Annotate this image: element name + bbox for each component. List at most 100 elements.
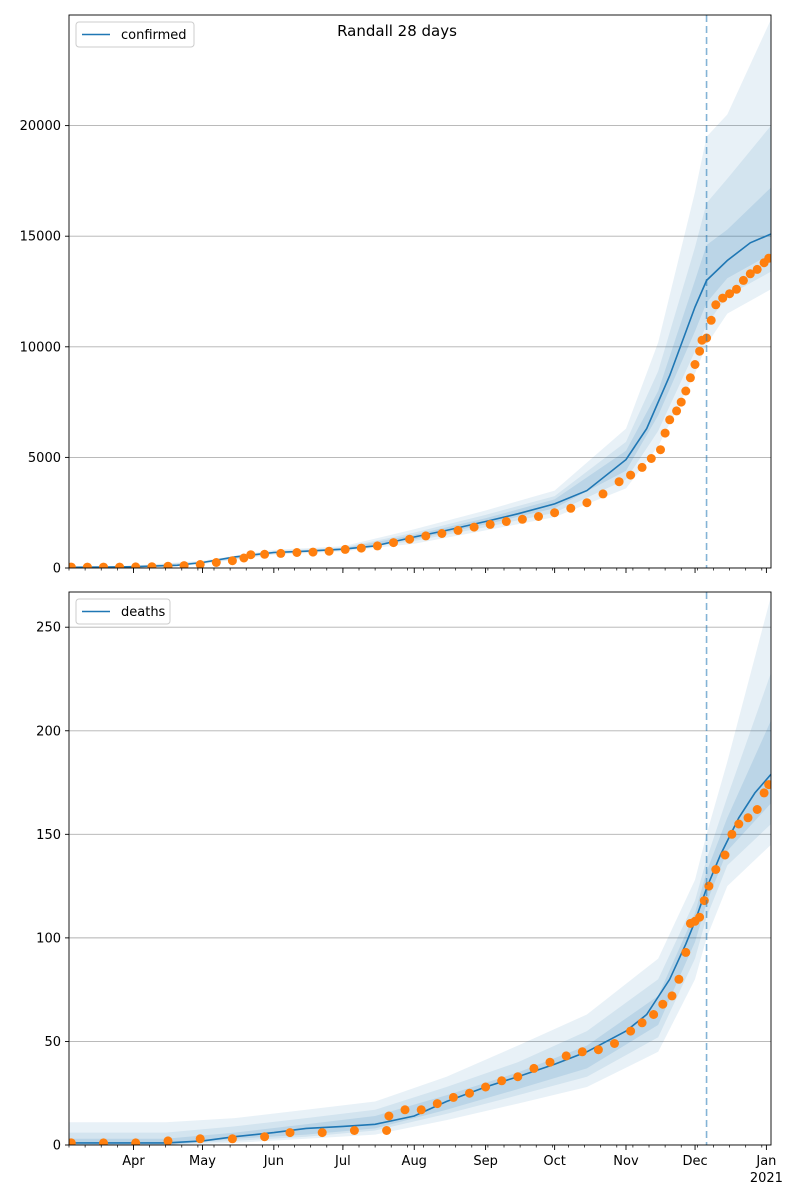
x-tick-label-1: May <box>189 1154 216 1169</box>
x-tick-label-7: Nov <box>613 1154 639 1169</box>
x-tick-label-5: Sep <box>473 1154 498 1169</box>
observed-point-confirmed-24 <box>437 529 447 538</box>
plot-area-deaths <box>69 592 771 1145</box>
x-tick-label-6: Oct <box>543 1154 565 1169</box>
observed-point-confirmed-12 <box>246 550 256 560</box>
panel-deaths: 0 50 100 150 200 250 Apr May Jun Jul Aug Sep Oct Nov D… <box>36 591 783 1186</box>
observed-point-deaths-30 <box>667 991 677 1001</box>
observed-point-confirmed-14 <box>276 548 286 558</box>
observed-point-deaths-29 <box>658 999 668 1009</box>
observed-point-deaths-2 <box>131 1138 141 1145</box>
legend-box-deaths <box>75 598 171 625</box>
band-confirmed-3 <box>69 187 771 568</box>
observed-point-deaths-45 <box>764 780 771 790</box>
observed-point-confirmed-41 <box>665 415 675 425</box>
observed-point-deaths-31 <box>674 974 684 984</box>
observed-point-confirmed-38 <box>646 454 656 463</box>
legend-label-deaths: deaths <box>121 605 166 620</box>
observed-point-confirmed-20 <box>372 541 382 551</box>
observed-point-confirmed-42 <box>672 406 682 416</box>
observed-point-confirmed-3 <box>115 562 125 568</box>
x-tick-label-4: Aug <box>402 1154 427 1169</box>
observed-point-confirmed-26 <box>469 522 479 532</box>
y-tick-label-deaths-100: 100 <box>36 931 61 946</box>
observed-point-deaths-42 <box>743 813 753 823</box>
observed-point-confirmed-46 <box>690 360 700 369</box>
observed-point-confirmed-55 <box>738 275 748 285</box>
observed-point-deaths-36 <box>699 896 709 906</box>
y-tick-label-confirmed-10000: 10000 <box>20 340 61 355</box>
observed-point-deaths-5 <box>227 1134 237 1144</box>
observed-point-confirmed-11 <box>239 553 249 563</box>
band-deaths-1 <box>69 596 771 1145</box>
observed-point-deaths-39 <box>720 850 730 860</box>
observed-point-confirmed-2 <box>99 562 108 568</box>
observed-point-confirmed-19 <box>356 543 366 553</box>
y-tick-label-confirmed-15000: 15000 <box>20 230 61 245</box>
x-tick-label-9: Jan <box>755 1154 776 1169</box>
observed-point-deaths-41 <box>734 819 744 829</box>
observed-point-confirmed-28 <box>501 517 511 526</box>
observed-point-confirmed-36 <box>626 470 636 480</box>
observed-point-confirmed-44 <box>681 386 691 396</box>
x-year-label: 2021 <box>750 1171 783 1186</box>
observed-point-confirmed-56 <box>745 269 755 279</box>
observed-point-deaths-38 <box>711 865 721 874</box>
band-deaths-2 <box>69 672 771 1145</box>
observed-point-deaths-23 <box>577 1047 587 1057</box>
observed-point-confirmed-39 <box>656 445 665 455</box>
observed-point-deaths-44 <box>759 788 769 798</box>
observed-point-confirmed-54 <box>732 284 741 294</box>
observed-point-confirmed-15 <box>292 548 302 557</box>
observed-point-deaths-32 <box>681 947 691 957</box>
y-tick-label-confirmed-0: 0 <box>53 562 61 577</box>
legend-label-confirmed: confirmed <box>121 28 187 43</box>
legend-confirmed: confirmed <box>75 21 195 48</box>
observed-point-deaths-10 <box>382 1126 392 1135</box>
observed-point-confirmed-17 <box>324 546 334 556</box>
observed-point-confirmed-45 <box>685 373 695 383</box>
x-tick-label-0: Apr <box>122 1154 145 1169</box>
observed-point-confirmed-32 <box>566 503 576 513</box>
observed-point-deaths-15 <box>448 1092 458 1102</box>
observed-point-confirmed-23 <box>421 531 431 541</box>
observed-point-confirmed-35 <box>614 477 624 487</box>
observed-point-confirmed-31 <box>550 508 560 518</box>
observed-point-deaths-4 <box>195 1134 205 1144</box>
chart-title: Randall 28 days <box>337 22 457 40</box>
observed-point-confirmed-27 <box>485 519 495 529</box>
observed-point-confirmed-16 <box>308 547 318 557</box>
y-tick-label-deaths-200: 200 <box>36 724 61 739</box>
band-confirmed-1 <box>69 19 771 568</box>
y-tick-label-deaths-250: 250 <box>36 621 61 636</box>
observed-point-confirmed-0 <box>69 562 76 568</box>
y-tick-label-deaths-150: 150 <box>36 828 61 843</box>
observed-point-deaths-18 <box>497 1076 507 1086</box>
plot-area-confirmed <box>69 15 771 568</box>
y-tick-label-deaths-0: 0 <box>53 1139 61 1154</box>
observed-point-deaths-11 <box>384 1111 394 1121</box>
observed-point-deaths-14 <box>432 1099 442 1109</box>
observed-point-deaths-43 <box>752 805 762 814</box>
observed-point-confirmed-30 <box>534 512 543 521</box>
observed-point-confirmed-33 <box>582 498 592 508</box>
observed-point-confirmed-29 <box>517 514 527 524</box>
observed-point-deaths-19 <box>513 1072 523 1082</box>
observed-point-deaths-37 <box>704 881 714 891</box>
observed-point-confirmed-52 <box>718 293 728 303</box>
observed-point-deaths-40 <box>727 829 737 839</box>
x-tick-label-8: Dec <box>682 1154 707 1169</box>
observed-point-deaths-24 <box>593 1045 603 1055</box>
observed-point-confirmed-7 <box>179 561 189 568</box>
observed-point-confirmed-13 <box>260 549 270 559</box>
observed-point-deaths-1 <box>99 1138 108 1145</box>
observed-point-confirmed-34 <box>598 489 608 499</box>
observed-point-confirmed-10 <box>227 556 237 566</box>
observed-point-confirmed-5 <box>147 562 157 568</box>
observed-point-confirmed-59 <box>764 253 771 263</box>
observed-point-confirmed-21 <box>389 538 398 548</box>
legend-box-confirmed <box>75 21 195 48</box>
observed-point-deaths-28 <box>649 1010 659 1019</box>
x-tick-label-3: Jul <box>334 1154 351 1169</box>
